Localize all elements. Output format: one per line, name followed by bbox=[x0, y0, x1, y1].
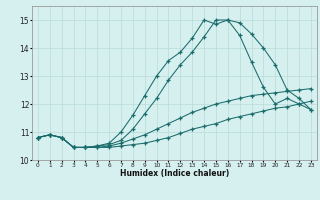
X-axis label: Humidex (Indice chaleur): Humidex (Indice chaleur) bbox=[120, 169, 229, 178]
